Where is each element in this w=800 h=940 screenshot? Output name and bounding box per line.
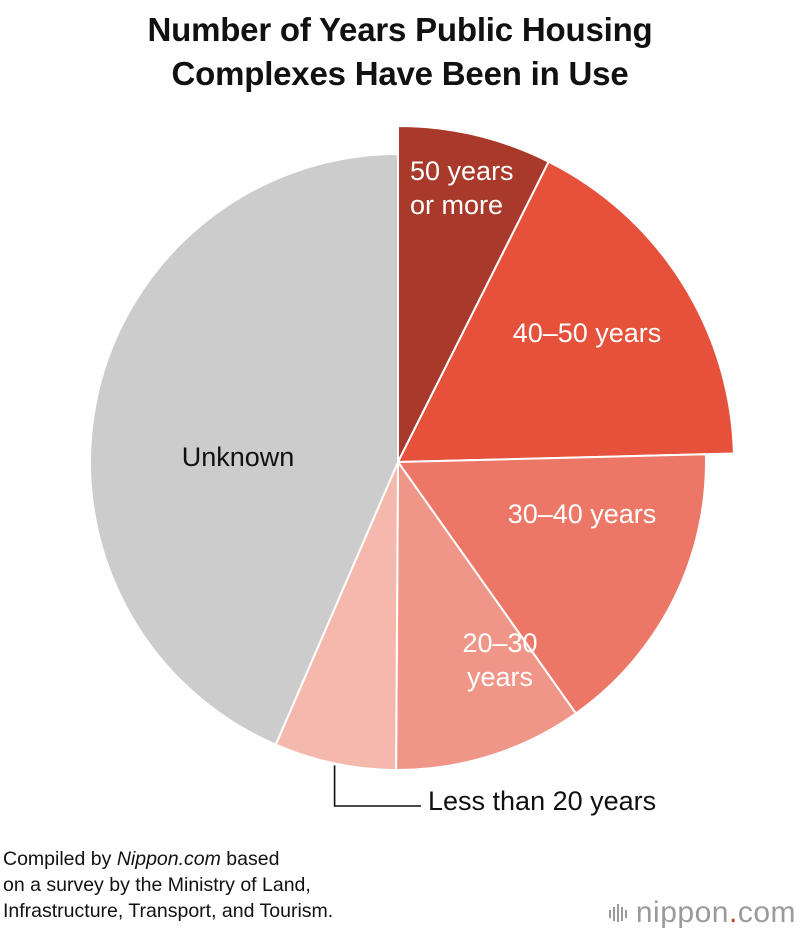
brand-name: nippon.com (635, 896, 796, 929)
pie-labels: 50 years or more 40–50 years 30–40 years 20–… (182, 156, 662, 816)
source-site: Nippon.com (116, 848, 221, 870)
pie-label-less-than-20-years: Less than 20 years (428, 786, 656, 816)
pie-label-40-50-years: 40–50 years (513, 318, 662, 348)
pie-slice-less-than-20-years (274, 461, 399, 771)
chart-title-line-2: Complexes Have Been in Use (171, 55, 629, 92)
pie-slice-50-years-or-more (397, 125, 550, 463)
pie-slice-unknown (89, 153, 399, 746)
source-line-1: Compiled by Nippon.com based (3, 846, 333, 872)
pie-label-30-40-years: 30–40 years (508, 499, 657, 529)
source-suffix: based (220, 848, 280, 870)
pie-slices (89, 125, 735, 771)
chart-title-line-1: Number of Years Public Housing (147, 11, 653, 48)
pie-slice-40-50-years (397, 160, 735, 463)
pie-slice-20-30-years (395, 461, 577, 771)
pie-label-unknown: Unknown (182, 442, 295, 472)
chart-title: Number of Years Public Housing Complexes… (0, 8, 800, 96)
leader-line-less-than-20-years (333, 765, 421, 807)
source-note: Compiled by Nippon.com based on a survey… (3, 846, 333, 924)
source-prefix: Compiled by (3, 848, 117, 870)
source-line-2: on a survey by the Ministry of Land, (3, 874, 311, 896)
brand-logo: nippon.com (608, 896, 796, 930)
nippon-logo-icon (608, 904, 627, 922)
pie-label-20-30-years: 20–30 years (462, 628, 537, 692)
pie-slice-30-40-years (397, 453, 707, 715)
pie-label-50-years-or-more: 50 years or more (410, 156, 514, 220)
source-line-3: Infrastructure, Transport, and Tourism. (3, 900, 334, 922)
